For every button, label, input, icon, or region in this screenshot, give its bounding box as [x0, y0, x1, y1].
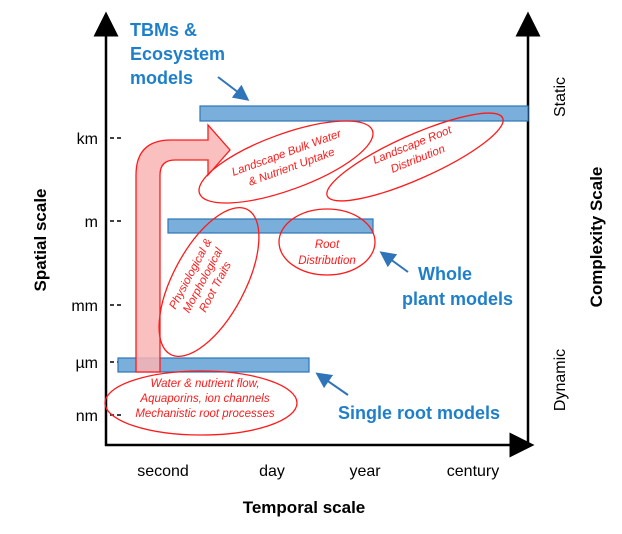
x-tick-label: second — [137, 463, 189, 480]
root-distribution-text: Root — [315, 239, 340, 251]
y-tick-label: nm — [76, 408, 98, 425]
x-axis-title: Temporal scale — [243, 498, 366, 517]
y-tick-label: µm — [75, 355, 98, 372]
landscape-bulk-text: Landscape Bulk Water & Nutrient Uptake — [230, 128, 344, 189]
dynamic-label: Dynamic — [552, 349, 569, 411]
y-ticks: km m mm µm nm — [71, 131, 122, 425]
y-tick-label: m — [85, 214, 98, 231]
x-tick-label: day — [259, 463, 285, 480]
complexity-axis-title: Complexity Scale — [587, 167, 606, 308]
x-ticks: second day year century — [137, 463, 499, 480]
tbm-bar — [199, 105, 529, 122]
water-flow-text: Aquaporins, ion channels — [139, 393, 269, 405]
whole-plant-label: plant models — [402, 289, 513, 309]
tbm-label: TBMs & — [130, 20, 197, 40]
water-flow-ellipse — [104, 370, 298, 436]
tbm-pointer-arrow-icon — [217, 76, 250, 101]
whole-plant-bar — [167, 218, 374, 234]
single-root-pointer-arrow-icon — [315, 372, 349, 396]
physiological-ellipse — [158, 207, 260, 357]
whole-plant-pointer-arrow-icon — [379, 251, 409, 273]
physiological-text: Physiological & Morphological Root Trait… — [167, 236, 234, 315]
water-flow-text: Water & nutrient flow, — [150, 378, 259, 390]
x-tick-label: century — [447, 463, 499, 480]
root-distribution-ellipse — [278, 208, 376, 276]
static-label: Static — [552, 77, 569, 117]
tbm-label: models — [130, 68, 193, 88]
y-tick-label: mm — [71, 298, 98, 315]
water-flow-text: Mechanistic root processes — [135, 408, 275, 420]
root-distribution-text: Distribution — [298, 255, 356, 267]
x-tick-label: year — [349, 463, 381, 480]
landscape-root-ellipse — [326, 112, 504, 202]
single-root-bar — [117, 357, 310, 373]
single-root-label: Single root models — [338, 403, 500, 423]
y-axis-title: Spatial scale — [31, 188, 50, 291]
y-tick-label: km — [77, 131, 98, 148]
landscape-bulk-ellipse — [198, 120, 374, 204]
whole-plant-label: Whole — [418, 264, 472, 284]
upscaling-arrow-icon — [135, 123, 231, 373]
tbm-label: Ecosystem — [130, 44, 225, 64]
